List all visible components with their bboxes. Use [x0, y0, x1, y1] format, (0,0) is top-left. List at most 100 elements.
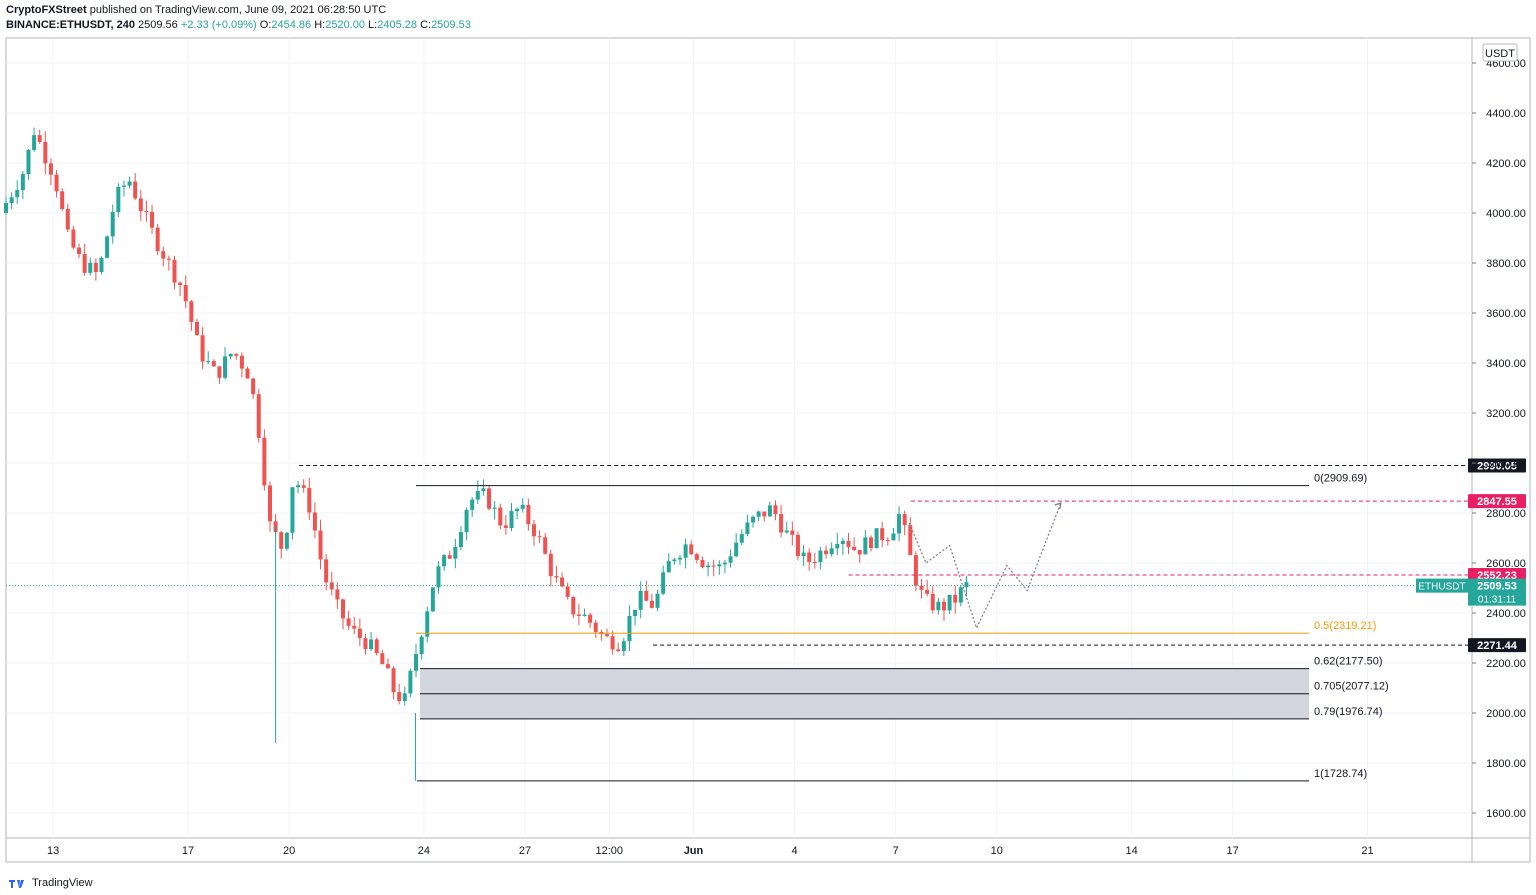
candle-body	[666, 561, 671, 573]
current-price-tag	[1468, 578, 1526, 606]
chart-axes: 1600.00 1800.00 2000.00 2200.00 2400.00 2600.…	[47, 43, 1526, 857]
candle-body	[548, 553, 553, 577]
y-tick-label: 3000.00	[1486, 458, 1526, 470]
candle-body	[565, 586, 570, 597]
symbol-tag	[1416, 578, 1468, 593]
candle-body	[234, 353, 239, 356]
y-tick-label: 3600.00	[1486, 308, 1526, 320]
candle-body	[913, 555, 918, 586]
candle-body	[644, 590, 649, 601]
candle-body	[93, 262, 98, 273]
candle-body	[604, 634, 609, 637]
candle-body	[520, 504, 525, 509]
x-tick-label: 27	[519, 845, 531, 857]
candle-body	[711, 565, 716, 567]
candle-body	[818, 550, 823, 563]
candle-body	[649, 600, 654, 608]
candle-body	[576, 614, 581, 617]
tradingview-logo-icon	[9, 880, 24, 888]
x-tick-label: 14	[1125, 845, 1137, 857]
candle-body	[279, 532, 284, 549]
candle-body	[60, 191, 65, 209]
candle-body	[475, 491, 480, 500]
y-tick-label: 2400.00	[1486, 608, 1526, 620]
symbol-label[interactable]: BINANCE:ETHUSDT, 240	[6, 19, 135, 31]
candle-body	[408, 670, 413, 694]
candle-body	[857, 549, 862, 555]
candle-body	[531, 524, 536, 537]
candle-body	[470, 499, 475, 510]
candle-body	[223, 356, 228, 378]
candle-body	[880, 528, 885, 541]
candle-body	[346, 618, 351, 626]
candle-body	[341, 599, 345, 619]
high-label: H:	[314, 19, 326, 31]
candle-body	[150, 212, 155, 228]
candle-body	[846, 540, 851, 547]
last-price: 2509.56	[138, 19, 178, 31]
candle-body	[217, 366, 222, 378]
current-price-text: 2509.53	[1477, 581, 1517, 593]
candle-body	[363, 638, 368, 650]
candle-body	[897, 514, 902, 534]
candle-body	[739, 534, 744, 543]
candle-body	[790, 530, 795, 535]
y-tick-label: 4000.00	[1486, 208, 1526, 220]
candle-body	[318, 530, 323, 560]
candle-body	[183, 285, 188, 302]
candle-body	[312, 512, 317, 531]
candle-body	[481, 488, 486, 492]
y-tick-label: 2200.00	[1486, 658, 1526, 670]
candle-body	[683, 544, 688, 558]
candle-body	[447, 555, 452, 559]
candle-body	[88, 262, 93, 273]
candle-body	[953, 594, 958, 603]
candle-body	[543, 537, 548, 554]
candle-body	[4, 203, 8, 213]
close-label: C:	[420, 19, 432, 31]
chart-grid	[5, 37, 1531, 863]
candle-body	[284, 532, 289, 549]
candle-body	[582, 614, 587, 617]
candle-body	[627, 616, 632, 642]
candle-body	[638, 590, 643, 610]
tradingview-footer[interactable]: TradingView	[8, 877, 93, 889]
candle-body	[144, 211, 149, 213]
candle-body	[385, 664, 390, 669]
candle-body	[885, 540, 890, 542]
candle-body	[621, 641, 626, 652]
candle-body	[655, 593, 660, 608]
candle-body	[194, 321, 199, 336]
candle-body	[807, 552, 812, 563]
fib-label-0.79: 0.79(1976.74)	[1314, 706, 1383, 718]
candle-body	[20, 174, 25, 191]
candle-body	[166, 258, 171, 260]
candle-body	[779, 514, 784, 533]
candle-body	[464, 509, 469, 533]
candle-body	[43, 141, 48, 164]
candle-body	[189, 301, 194, 322]
level-tag-text-2990.05: 2990.05	[1477, 460, 1517, 472]
candle-body	[751, 516, 756, 523]
candle-body	[795, 534, 800, 557]
candle-body	[745, 522, 750, 535]
candle-body	[172, 259, 177, 283]
candle-body	[722, 562, 727, 565]
candle-body	[874, 528, 879, 549]
candle-body	[110, 212, 115, 237]
y-tick-label: 3400.00	[1486, 358, 1526, 370]
chart-header: CryptoFXStreet published on TradingView.…	[6, 3, 471, 33]
candle-body	[262, 437, 267, 486]
candle-body	[391, 668, 396, 693]
candle-body	[835, 544, 840, 549]
candle-body	[380, 653, 385, 665]
candle-body	[908, 525, 913, 556]
candle-body	[99, 257, 104, 273]
x-tick-label: 21	[1361, 845, 1373, 857]
x-tick-label: 4	[792, 845, 798, 857]
y-tick-label: 2800.00	[1486, 508, 1526, 520]
publisher-name[interactable]: CryptoFXStreet	[6, 4, 87, 16]
candle-body	[369, 639, 374, 650]
candle-body	[593, 622, 598, 633]
